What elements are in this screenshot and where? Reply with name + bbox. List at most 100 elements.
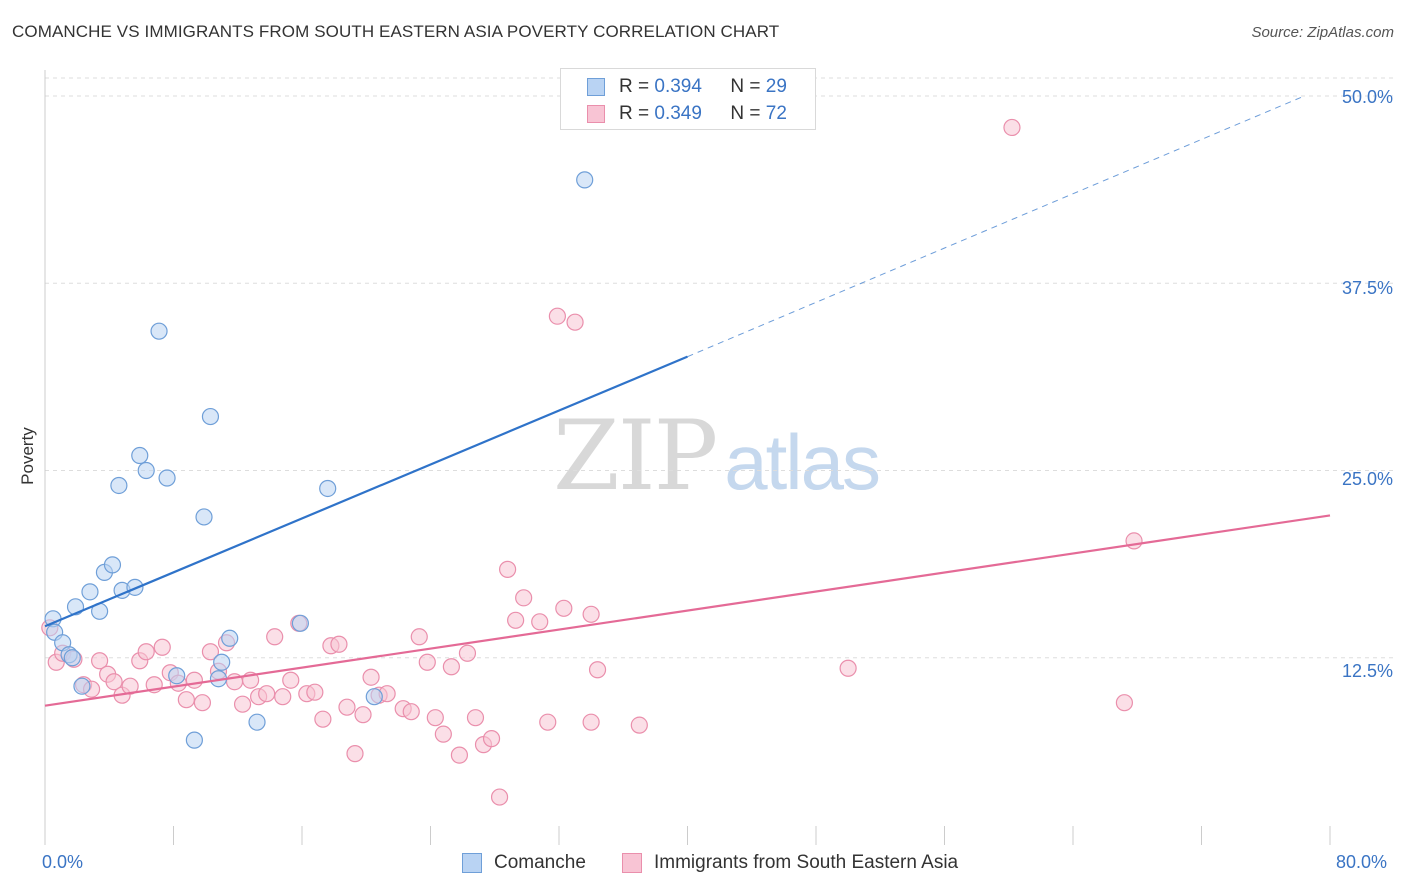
data-point — [103, 556, 122, 574]
data-point — [1115, 694, 1134, 712]
data-points — [41, 118, 1143, 806]
data-point — [150, 322, 168, 340]
data-point — [153, 638, 171, 656]
data-point — [330, 635, 348, 653]
legend-n-label: N = — [730, 103, 761, 124]
data-point — [213, 653, 231, 671]
data-point — [1125, 532, 1143, 550]
data-point — [258, 685, 276, 703]
watermark-zip: ZIP — [553, 400, 718, 512]
data-point — [282, 671, 300, 689]
x-axis-max-label: 80.0% — [1336, 852, 1388, 872]
y-tick-label-12-5: 12.5% — [1341, 661, 1393, 681]
data-point — [539, 713, 557, 731]
legend-r-value: 0.349 — [654, 103, 702, 124]
data-point — [434, 725, 452, 743]
data-point — [515, 589, 533, 607]
data-point — [362, 668, 380, 686]
data-point — [266, 628, 284, 646]
data-point — [458, 644, 477, 662]
watermark: ZIP atlas — [553, 400, 881, 512]
data-point — [131, 446, 149, 465]
data-point — [137, 461, 155, 480]
data-point — [63, 649, 81, 667]
data-point — [193, 694, 212, 712]
data-point — [185, 731, 203, 749]
comanche-trend-line — [44, 355, 688, 628]
data-point — [442, 658, 460, 676]
data-point — [248, 713, 266, 731]
series-legend: Comanche Immigrants from South Eastern A… — [0, 852, 1406, 878]
trend-lines — [44, 95, 1331, 707]
data-point — [499, 560, 517, 578]
watermark-atlas: atlas — [724, 418, 881, 506]
legend-row-comanche: R = 0.394 N = 29 — [587, 75, 787, 99]
data-point — [507, 611, 525, 629]
comanche-legend-swatch — [462, 853, 482, 873]
gridlines — [45, 77, 1395, 659]
sea-swatch — [587, 105, 605, 123]
data-point — [274, 688, 292, 706]
data-point — [233, 695, 252, 713]
data-point — [576, 171, 594, 189]
data-point — [630, 716, 648, 734]
series-legend-comanche[interactable]: Comanche — [462, 852, 586, 874]
y-axis-label: Poverty — [18, 427, 37, 485]
data-point — [410, 628, 428, 646]
data-point — [306, 683, 324, 701]
data-point — [566, 313, 584, 331]
data-point — [291, 614, 309, 632]
legend-n-value: 29 — [765, 76, 787, 97]
series-legend-label: Immigrants from South Eastern Asia — [654, 852, 959, 873]
series-legend-sea[interactable]: Immigrants from South Eastern Asia — [622, 852, 958, 874]
chart-title: COMANCHE VS IMMIGRANTS FROM SOUTH EASTER… — [12, 22, 780, 41]
data-point — [221, 629, 239, 647]
data-point — [185, 671, 203, 689]
data-point — [177, 691, 195, 709]
data-point — [338, 698, 356, 716]
data-point — [168, 667, 186, 685]
axes — [44, 70, 1331, 845]
data-point — [555, 599, 573, 617]
legend-r-label: R = — [619, 103, 650, 124]
sea-legend-swatch — [622, 853, 642, 873]
data-point — [466, 709, 485, 727]
source-label: Source: ZipAtlas.com — [1251, 24, 1394, 41]
legend-row-sea: R = 0.349 N = 72 — [587, 102, 787, 126]
data-point — [402, 703, 420, 721]
data-point — [1003, 118, 1021, 137]
data-point — [158, 469, 176, 487]
y-tick-label-25: 25.0% — [1341, 469, 1393, 489]
data-point — [582, 605, 600, 623]
comanche-swatch — [587, 78, 605, 96]
data-point — [365, 688, 383, 706]
data-point — [110, 476, 128, 495]
data-point — [582, 713, 600, 731]
data-point — [346, 745, 364, 763]
comanche-trend-extension — [687, 95, 1305, 358]
legend-n-label: N = — [730, 76, 761, 97]
stats-legend: R = 0.394 N = 29 R = 0.349 N = 72 — [560, 68, 816, 130]
data-point — [201, 407, 220, 426]
legend-n-value: 72 — [765, 103, 787, 124]
data-point — [531, 613, 549, 631]
data-point — [354, 706, 372, 724]
data-point — [137, 643, 155, 661]
data-point — [482, 730, 501, 748]
data-point — [490, 788, 509, 806]
data-point — [548, 307, 566, 325]
data-point — [105, 673, 123, 691]
legend-r-label: R = — [619, 76, 650, 97]
data-point — [91, 652, 109, 670]
x-axis-min-label: 0.0% — [42, 852, 84, 872]
data-point — [81, 583, 99, 601]
data-point — [450, 746, 469, 764]
series-legend-label: Comanche — [494, 852, 586, 873]
data-point — [319, 479, 337, 498]
data-point — [426, 709, 444, 727]
data-point — [314, 710, 332, 728]
data-point — [121, 677, 139, 695]
data-point — [418, 653, 436, 671]
data-point — [195, 508, 213, 526]
